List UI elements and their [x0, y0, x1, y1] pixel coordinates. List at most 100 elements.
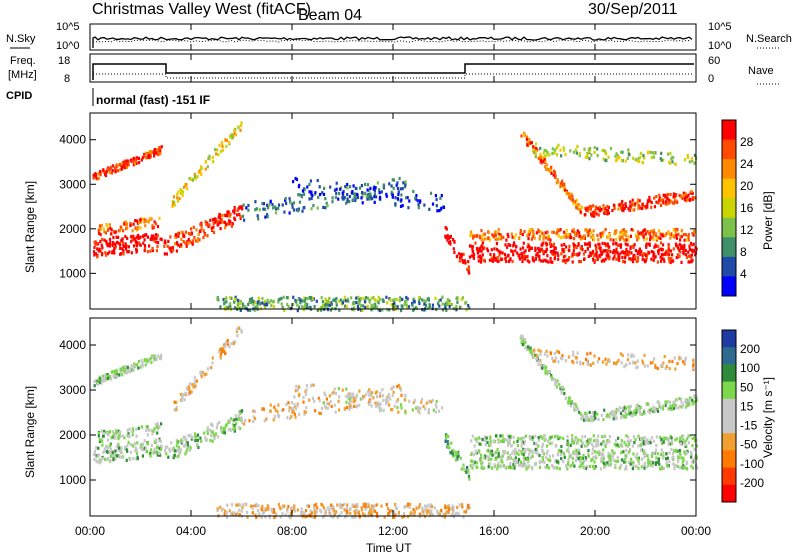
- scatter-cell: [481, 461, 484, 465]
- scatter-cell: [543, 157, 546, 161]
- scatter-cell: [461, 260, 465, 264]
- scatter-cell: [540, 161, 543, 165]
- scatter-cell: [288, 406, 291, 410]
- scatter-cell: [145, 156, 148, 160]
- scatter-cell: [679, 238, 682, 242]
- scatter-cell: [215, 217, 218, 221]
- scatter-cell: [579, 247, 582, 251]
- scatter-cell: [640, 448, 643, 452]
- scatter-cell: [623, 251, 627, 255]
- scatter-cell: [660, 158, 663, 162]
- scatter-cell: [465, 468, 468, 472]
- scatter-cell: [634, 413, 637, 417]
- scatter-cell: [395, 183, 398, 187]
- scatter-cell: [436, 209, 439, 213]
- scatter-cell: [123, 244, 126, 249]
- scatter-cell: [668, 407, 672, 411]
- scatter-cell: [535, 354, 538, 358]
- scatter-cell: [535, 146, 538, 151]
- ytick-label: 2000: [59, 222, 86, 236]
- scatter-cell: [627, 238, 630, 242]
- scatter-cell: [662, 454, 665, 458]
- scatter-cell: [360, 506, 363, 510]
- scatter-cell: [332, 505, 335, 509]
- scatter-cell: [621, 444, 624, 448]
- scatter-cell: [690, 455, 693, 459]
- scatter-cell: [129, 443, 132, 447]
- scatter-cell: [538, 258, 541, 262]
- scatter-cell: [434, 296, 437, 300]
- scatter-cell: [226, 214, 229, 218]
- scatter-cell: [135, 248, 138, 253]
- scatter-cell: [376, 181, 379, 185]
- scatter-cell: [240, 409, 244, 413]
- scatter-cell: [522, 449, 525, 453]
- scatter-cell: [166, 445, 169, 449]
- scatter-cell: [264, 215, 267, 219]
- scatter-cell: [655, 435, 658, 439]
- scatter-cell: [648, 411, 652, 415]
- scatter-cell: [188, 387, 191, 391]
- scatter-cell: [659, 199, 662, 203]
- scatter-cell: [295, 300, 298, 304]
- scatter-cell: [660, 448, 663, 452]
- scatter-cell: [127, 440, 130, 444]
- scatter-cell: [188, 240, 191, 244]
- scatter-cell: [368, 197, 371, 201]
- scatter-cell: [657, 201, 660, 205]
- scatter-cell: [427, 503, 430, 507]
- scatter-cell: [618, 235, 621, 239]
- scatter-cell: [512, 463, 515, 467]
- scatter-cell: [369, 186, 372, 190]
- scatter-cell: [223, 343, 226, 347]
- scatter-cell: [423, 299, 426, 303]
- scatter-cell: [632, 354, 635, 358]
- scatter-cell: [304, 389, 307, 393]
- scatter-cell: [525, 135, 528, 139]
- scatter-cell: [210, 422, 213, 426]
- scatter-cell: [173, 408, 176, 412]
- scatter-cell: [504, 465, 507, 469]
- scatter-cell: [446, 505, 449, 509]
- scatter-cell: [482, 466, 486, 470]
- scatter-cell: [126, 428, 129, 432]
- scatter-cell: [258, 208, 261, 212]
- scatter-cell: [307, 513, 310, 517]
- scatter-cell: [555, 381, 558, 386]
- scatter-cell: [524, 434, 528, 438]
- scatter-cell: [154, 222, 157, 226]
- scatter-cell: [340, 505, 343, 510]
- scatter-cell: [669, 236, 672, 240]
- scatter-cell: [93, 380, 96, 384]
- scatter-cell: [429, 512, 432, 516]
- scatter-cell: [193, 172, 196, 176]
- scatter-cell: [634, 361, 637, 365]
- scatter-cell: [249, 308, 252, 312]
- scatter-cell: [601, 460, 604, 464]
- scatter-cell: [565, 245, 568, 249]
- scatter-cell: [343, 304, 347, 308]
- scatter-cell: [151, 248, 154, 253]
- scatter-cell: [613, 361, 616, 365]
- scatter-cell: [575, 198, 578, 202]
- scatter-cell: [665, 460, 668, 464]
- scatter-cell: [675, 437, 679, 441]
- scatter-cell: [526, 143, 529, 147]
- scatter-cell: [137, 366, 140, 370]
- scatter-cell: [579, 208, 582, 212]
- scatter-cell: [559, 236, 562, 240]
- colorbar-tick: -50: [740, 438, 758, 452]
- scatter-cell: [517, 253, 520, 258]
- scatter-cell: [556, 251, 559, 255]
- scatter-cell: [539, 363, 542, 367]
- scatter-cell: [600, 442, 603, 446]
- scatter-cell: [369, 390, 372, 394]
- scatter-cell: [367, 511, 370, 515]
- scatter-cell: [541, 450, 544, 454]
- scatter-cell: [543, 352, 546, 356]
- scatter-cell: [334, 410, 337, 414]
- scatter-cell: [668, 201, 671, 205]
- scatter-cell: [389, 298, 392, 302]
- scatter-cell: [604, 228, 607, 232]
- scatter-cell: [126, 226, 129, 230]
